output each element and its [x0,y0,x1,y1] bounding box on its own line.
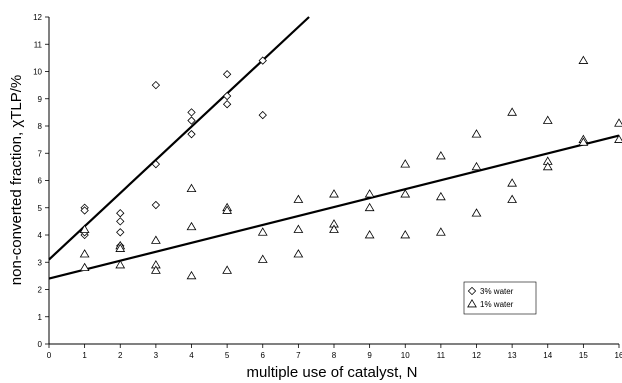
data-point-1pct-water [507,107,518,116]
x-tick-label: 14 [543,351,552,360]
trendlines [48,16,620,280]
data-point-1pct-water [471,161,482,171]
x-tick-label: 7 [296,351,301,360]
data-point-3pct-water [187,116,196,125]
y-tick-label: 12 [33,13,42,22]
data-point-3pct-water [116,209,125,218]
data-point-3pct-water [222,70,232,79]
x-tick-label: 3 [154,351,159,360]
x-tick-label: 5 [225,351,230,360]
data-point-3pct-water [116,228,125,237]
x-tick-label: 15 [579,351,588,360]
data-point-1pct-water [79,262,90,272]
data-point-1pct-water [400,189,411,198]
x-tick-label: 10 [401,351,410,360]
legend-box [463,281,537,315]
x-tick-label: 4 [189,351,194,360]
data-point-1pct-water [79,224,90,233]
data-point-3pct-water [116,217,125,226]
y-axis-title: non-converted fraction, χTLP/% [8,75,25,285]
data-point-1pct-water [293,249,304,258]
x-tick-label: 9 [367,351,372,360]
data-point-1pct-water [364,189,375,198]
trendline-1pct-water [48,134,620,280]
y-tick-label: 0 [38,340,43,349]
y-tick-label: 2 [38,286,43,295]
legend-marker-diamond [467,286,477,296]
legend: 3% water 1% water [463,281,537,315]
data-point-3pct-water [258,56,267,65]
trendline-3pct-water [48,16,310,261]
data-point-1pct-water [435,150,446,160]
data-point-1pct-water [222,205,233,214]
data-point-3pct-water [151,159,161,169]
data-point-1pct-water [186,183,197,193]
data-point-1pct-water [222,265,233,274]
legend-marker-triangle [467,299,477,308]
data-point-1pct-water [150,235,161,244]
data-markers [79,55,622,280]
data-point-1pct-water [435,191,446,201]
data-point-1pct-water [364,230,375,239]
data-point-1pct-water [115,259,126,269]
y-tick-label: 10 [33,68,42,77]
x-axis-title: multiple use of catalyst, N [247,364,418,381]
data-point-3pct-water [222,100,232,109]
data-point-1pct-water [186,270,197,280]
data-point-1pct-water [293,194,304,203]
x-tick-label: 12 [472,351,481,360]
data-point-1pct-water [364,202,375,212]
data-point-1pct-water [257,227,268,236]
x-tick-label: 0 [47,351,52,360]
data-point-1pct-water [435,227,446,236]
data-point-1pct-water [471,129,482,138]
data-point-1pct-water [329,189,339,198]
data-point-1pct-water [614,134,622,143]
data-point-3pct-water [80,206,89,215]
data-point-1pct-water [400,230,411,239]
data-point-1pct-water [186,221,197,231]
y-tick-label: 3 [38,258,43,267]
data-point-3pct-water [258,110,267,120]
x-tick-label: 11 [437,351,446,360]
data-point-1pct-water [578,137,589,146]
x-tick-label: 8 [332,351,337,360]
y-tick-label: 6 [38,177,43,186]
data-point-1pct-water [578,55,589,64]
data-point-1pct-water [507,194,518,203]
data-point-1pct-water [329,224,339,233]
y-tick-label: 9 [38,95,43,104]
x-tick-label: 13 [508,351,517,360]
x-tick-label: 2 [118,351,123,360]
legend-label: 1% water [480,300,514,309]
data-point-1pct-water [400,159,411,168]
y-tick-label: 8 [38,122,43,131]
data-point-1pct-water [79,249,90,258]
y-tick-label: 7 [38,149,43,158]
data-point-3pct-water [187,130,196,139]
data-point-1pct-water [150,265,161,274]
data-point-3pct-water [151,80,161,90]
x-tick-label: 1 [82,351,87,360]
data-point-1pct-water [542,161,553,171]
data-point-1pct-water [614,118,622,127]
y-tick-label: 1 [38,313,43,322]
data-point-1pct-water [293,224,304,233]
data-point-3pct-water [187,108,196,117]
data-point-1pct-water [115,243,126,252]
y-tick-label: 4 [38,231,43,240]
x-tick-label: 6 [261,351,266,360]
data-point-3pct-water [222,91,232,101]
data-point-1pct-water [257,254,268,263]
y-tick-label: 5 [38,204,43,213]
y-tick-label: 11 [34,40,43,49]
data-point-1pct-water [507,178,518,187]
legend-label: 3% water [480,287,514,296]
data-point-3pct-water [151,200,161,210]
x-tick-label: 16 [615,351,622,360]
data-point-1pct-water [542,115,553,124]
data-point-1pct-water [471,208,482,217]
